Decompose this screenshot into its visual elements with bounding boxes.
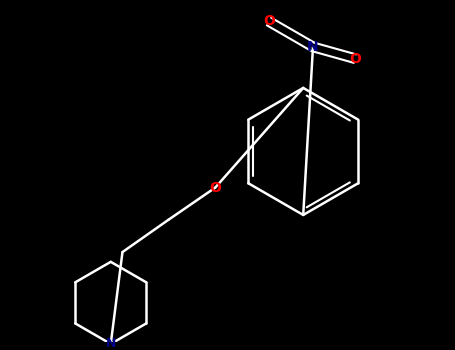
- Text: N: N: [307, 40, 319, 54]
- Text: N: N: [106, 337, 116, 350]
- Text: O: O: [349, 51, 361, 65]
- Text: O: O: [209, 181, 221, 195]
- Text: O: O: [263, 14, 275, 28]
